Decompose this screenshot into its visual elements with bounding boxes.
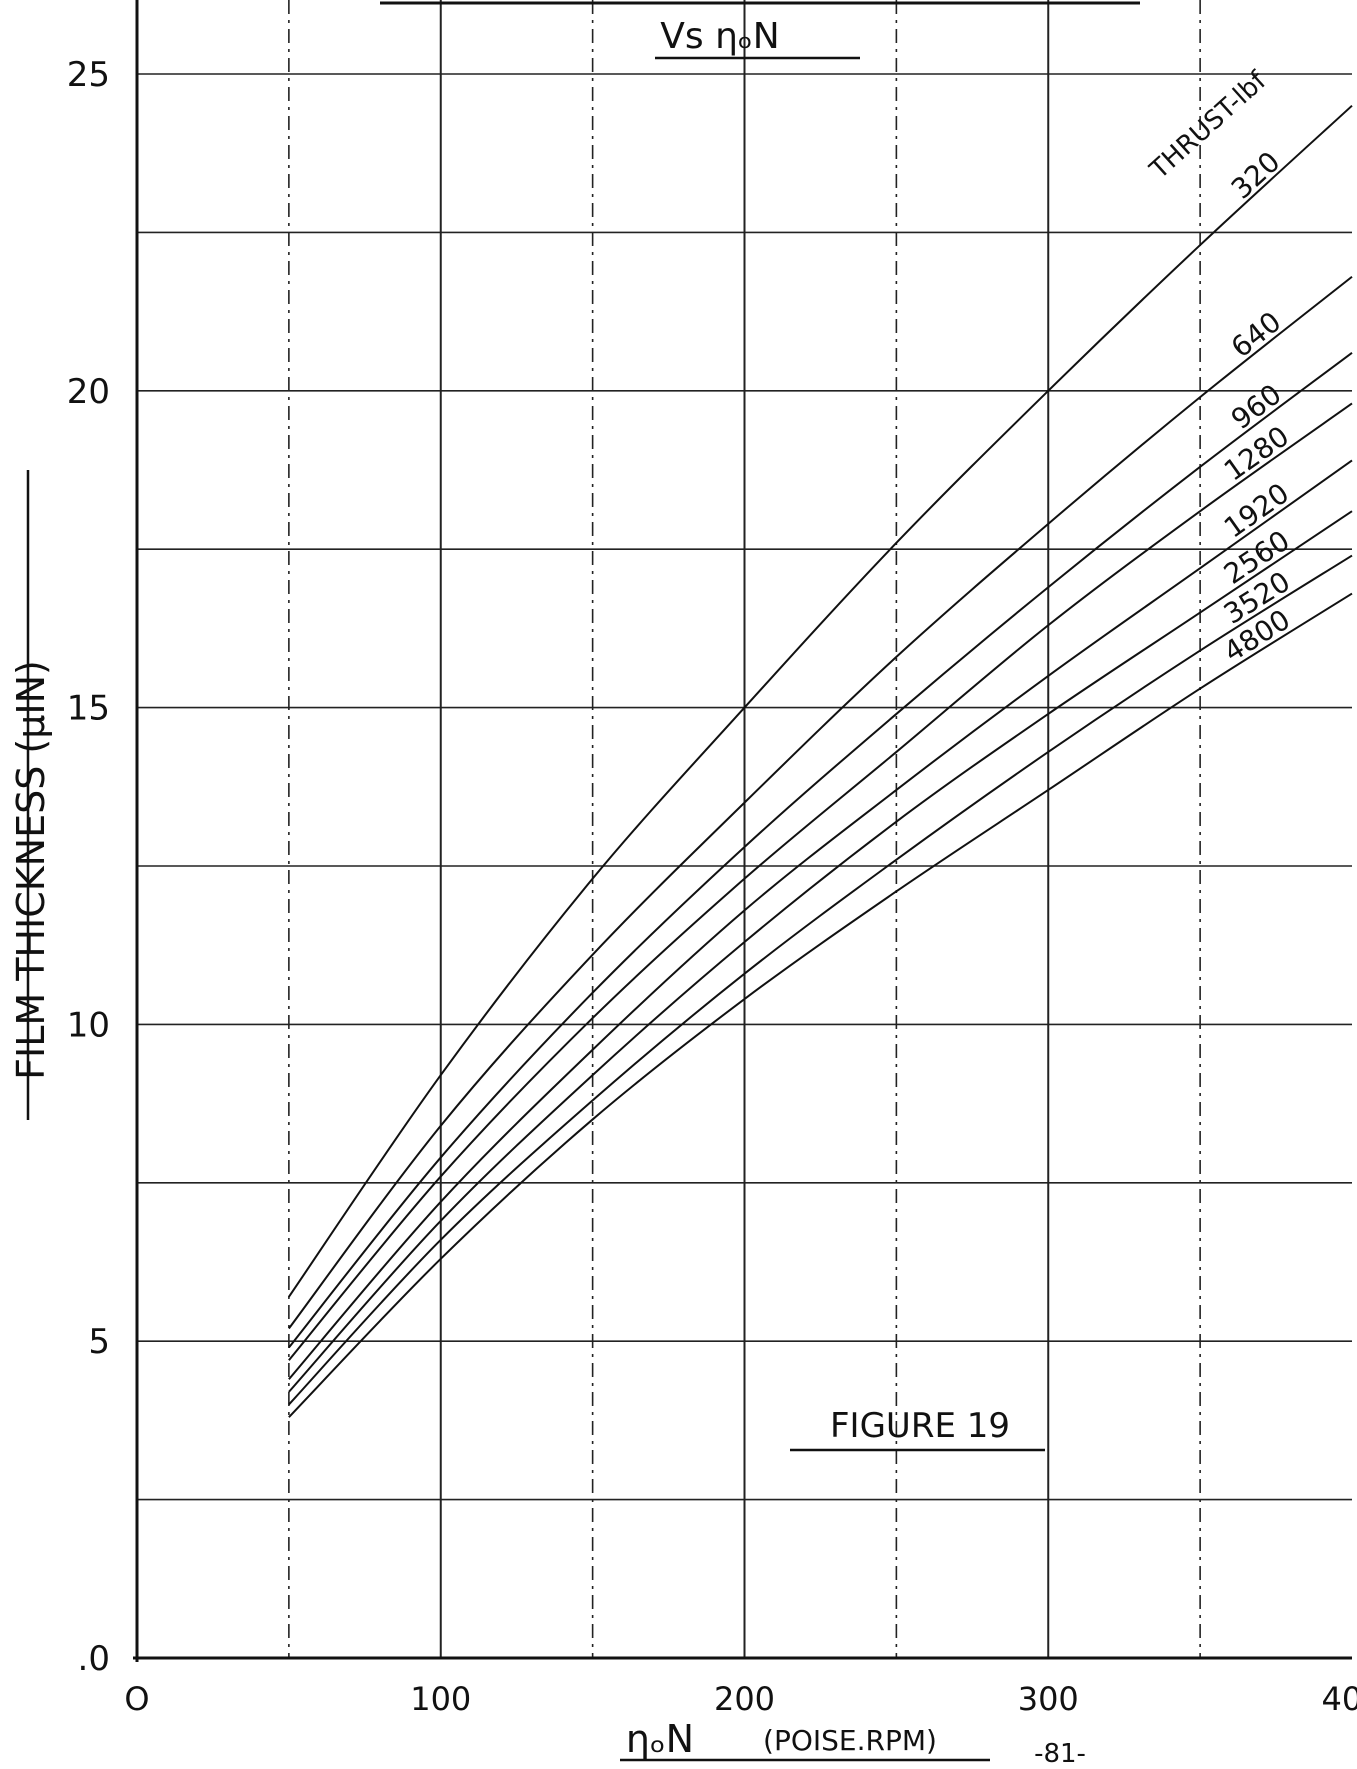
x-tick-label: 200 xyxy=(714,1680,775,1718)
grid xyxy=(133,0,1352,1662)
x-tick-label: 100 xyxy=(410,1680,471,1718)
y-tick-label: 15 xyxy=(67,689,110,729)
series-label-320: 320 xyxy=(1225,145,1287,205)
series-label-1280: 1280 xyxy=(1218,419,1295,487)
series-line-640 xyxy=(288,275,1353,1330)
figure-label: FIGURE 19 xyxy=(830,1406,1010,1446)
series-line-960 xyxy=(288,351,1353,1349)
series-label-640: 640 xyxy=(1225,305,1287,364)
x-axis-label: ηₒN xyxy=(626,1717,694,1761)
y-tick-label: .0 xyxy=(78,1639,110,1679)
x-axis-units: (POISE.RPM) xyxy=(763,1724,937,1757)
series-line-320 xyxy=(288,104,1353,1298)
series-line-2560 xyxy=(288,510,1353,1393)
x-tick-label: 400 xyxy=(1321,1680,1357,1718)
y-tick-label: 10 xyxy=(67,1005,110,1045)
y-tick-label: 25 xyxy=(67,55,110,95)
y-axis-label: FILM THICKNESS (μIN) xyxy=(9,660,53,1080)
y-tick-label: 5 xyxy=(88,1322,110,1362)
series-line-4800 xyxy=(288,592,1353,1418)
series-line-3520 xyxy=(288,554,1353,1406)
series-line-1280 xyxy=(288,402,1353,1361)
series-line-1920 xyxy=(288,459,1353,1380)
y-tick-label: 20 xyxy=(67,372,110,412)
x-tick-label: 300 xyxy=(1018,1680,1079,1718)
x-tick-label: O xyxy=(124,1680,149,1718)
tick-labels: O 100 200 300 400 .0 5 10 15 20 25 xyxy=(67,55,1357,1718)
chart-title: Vs ηₒN xyxy=(660,16,779,57)
series-lines xyxy=(288,104,1353,1418)
page-number: -81- xyxy=(1034,1739,1086,1769)
